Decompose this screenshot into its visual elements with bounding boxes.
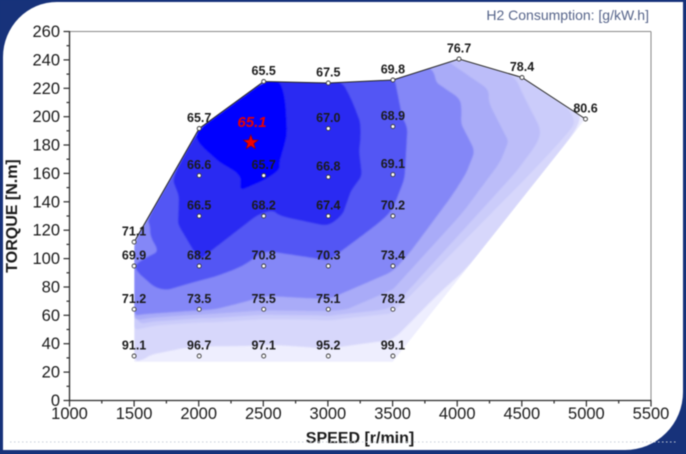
svg-text:40: 40 [42,335,60,353]
svg-text:65.1: 65.1 [237,114,266,131]
svg-text:73.5: 73.5 [187,292,211,306]
svg-text:73.4: 73.4 [381,249,405,263]
svg-text:220: 220 [32,80,60,98]
svg-text:H2 Consumption: [g/kW.h]: H2 Consumption: [g/kW.h] [486,7,649,23]
svg-text:80.6: 80.6 [573,102,597,116]
svg-text:65.7: 65.7 [187,111,211,125]
svg-text:78.4: 78.4 [510,60,534,74]
svg-text:66.8: 66.8 [316,160,340,174]
svg-text:68.9: 68.9 [381,109,405,123]
svg-text:5500: 5500 [633,405,670,423]
svg-text:260: 260 [32,23,60,41]
svg-text:67.4: 67.4 [316,199,340,213]
svg-text:4500: 4500 [503,405,540,423]
svg-text:96.7: 96.7 [187,339,211,353]
svg-text:69.9: 69.9 [122,249,146,263]
svg-text:67.0: 67.0 [316,111,340,125]
svg-text:76.7: 76.7 [447,42,471,56]
svg-text:91.1: 91.1 [122,339,146,353]
svg-text:66.6: 66.6 [187,158,211,172]
svg-text:65.7: 65.7 [252,158,276,172]
svg-text:75.1: 75.1 [316,292,340,306]
svg-text:0: 0 [51,392,60,410]
svg-text:TORQUE [N.m]: TORQUE [N.m] [4,159,21,272]
svg-text:160: 160 [32,165,60,183]
svg-text:60: 60 [42,307,60,325]
svg-text:3000: 3000 [310,405,347,423]
svg-text:240: 240 [32,51,60,69]
svg-text:69.1: 69.1 [381,157,405,171]
svg-text:71.1: 71.1 [122,225,146,239]
svg-text:67.5: 67.5 [316,66,340,80]
svg-text:200: 200 [32,108,60,126]
svg-text:2000: 2000 [180,405,217,423]
svg-text:95.2: 95.2 [316,339,340,353]
svg-text:65.5: 65.5 [252,64,276,78]
svg-text:1500: 1500 [116,405,153,423]
svg-text:70.8: 70.8 [252,249,276,263]
svg-text:100: 100 [32,250,60,268]
svg-text:66.5: 66.5 [187,199,211,213]
svg-text:5000: 5000 [568,405,605,423]
svg-text:120: 120 [32,222,60,240]
svg-text:80: 80 [42,279,60,297]
svg-text:70.2: 70.2 [381,199,405,213]
svg-text:4000: 4000 [439,405,476,423]
svg-text:68.2: 68.2 [252,199,276,213]
svg-text:180: 180 [32,137,60,155]
svg-text:3500: 3500 [374,405,411,423]
svg-text:68.2: 68.2 [187,249,211,263]
svg-text:70.3: 70.3 [316,249,340,263]
svg-text:1000: 1000 [51,405,88,423]
svg-text:97.1: 97.1 [252,339,276,353]
svg-text:71.2: 71.2 [122,292,146,306]
svg-text:20: 20 [42,364,60,382]
svg-text:69.8: 69.8 [381,63,405,77]
svg-text:99.1: 99.1 [381,339,405,353]
svg-text:75.5: 75.5 [252,292,276,306]
svg-text:140: 140 [32,193,60,211]
svg-text:SPEED [r/min]: SPEED [r/min] [306,430,414,447]
svg-text:78.2: 78.2 [381,292,405,306]
svg-text:2500: 2500 [245,405,282,423]
